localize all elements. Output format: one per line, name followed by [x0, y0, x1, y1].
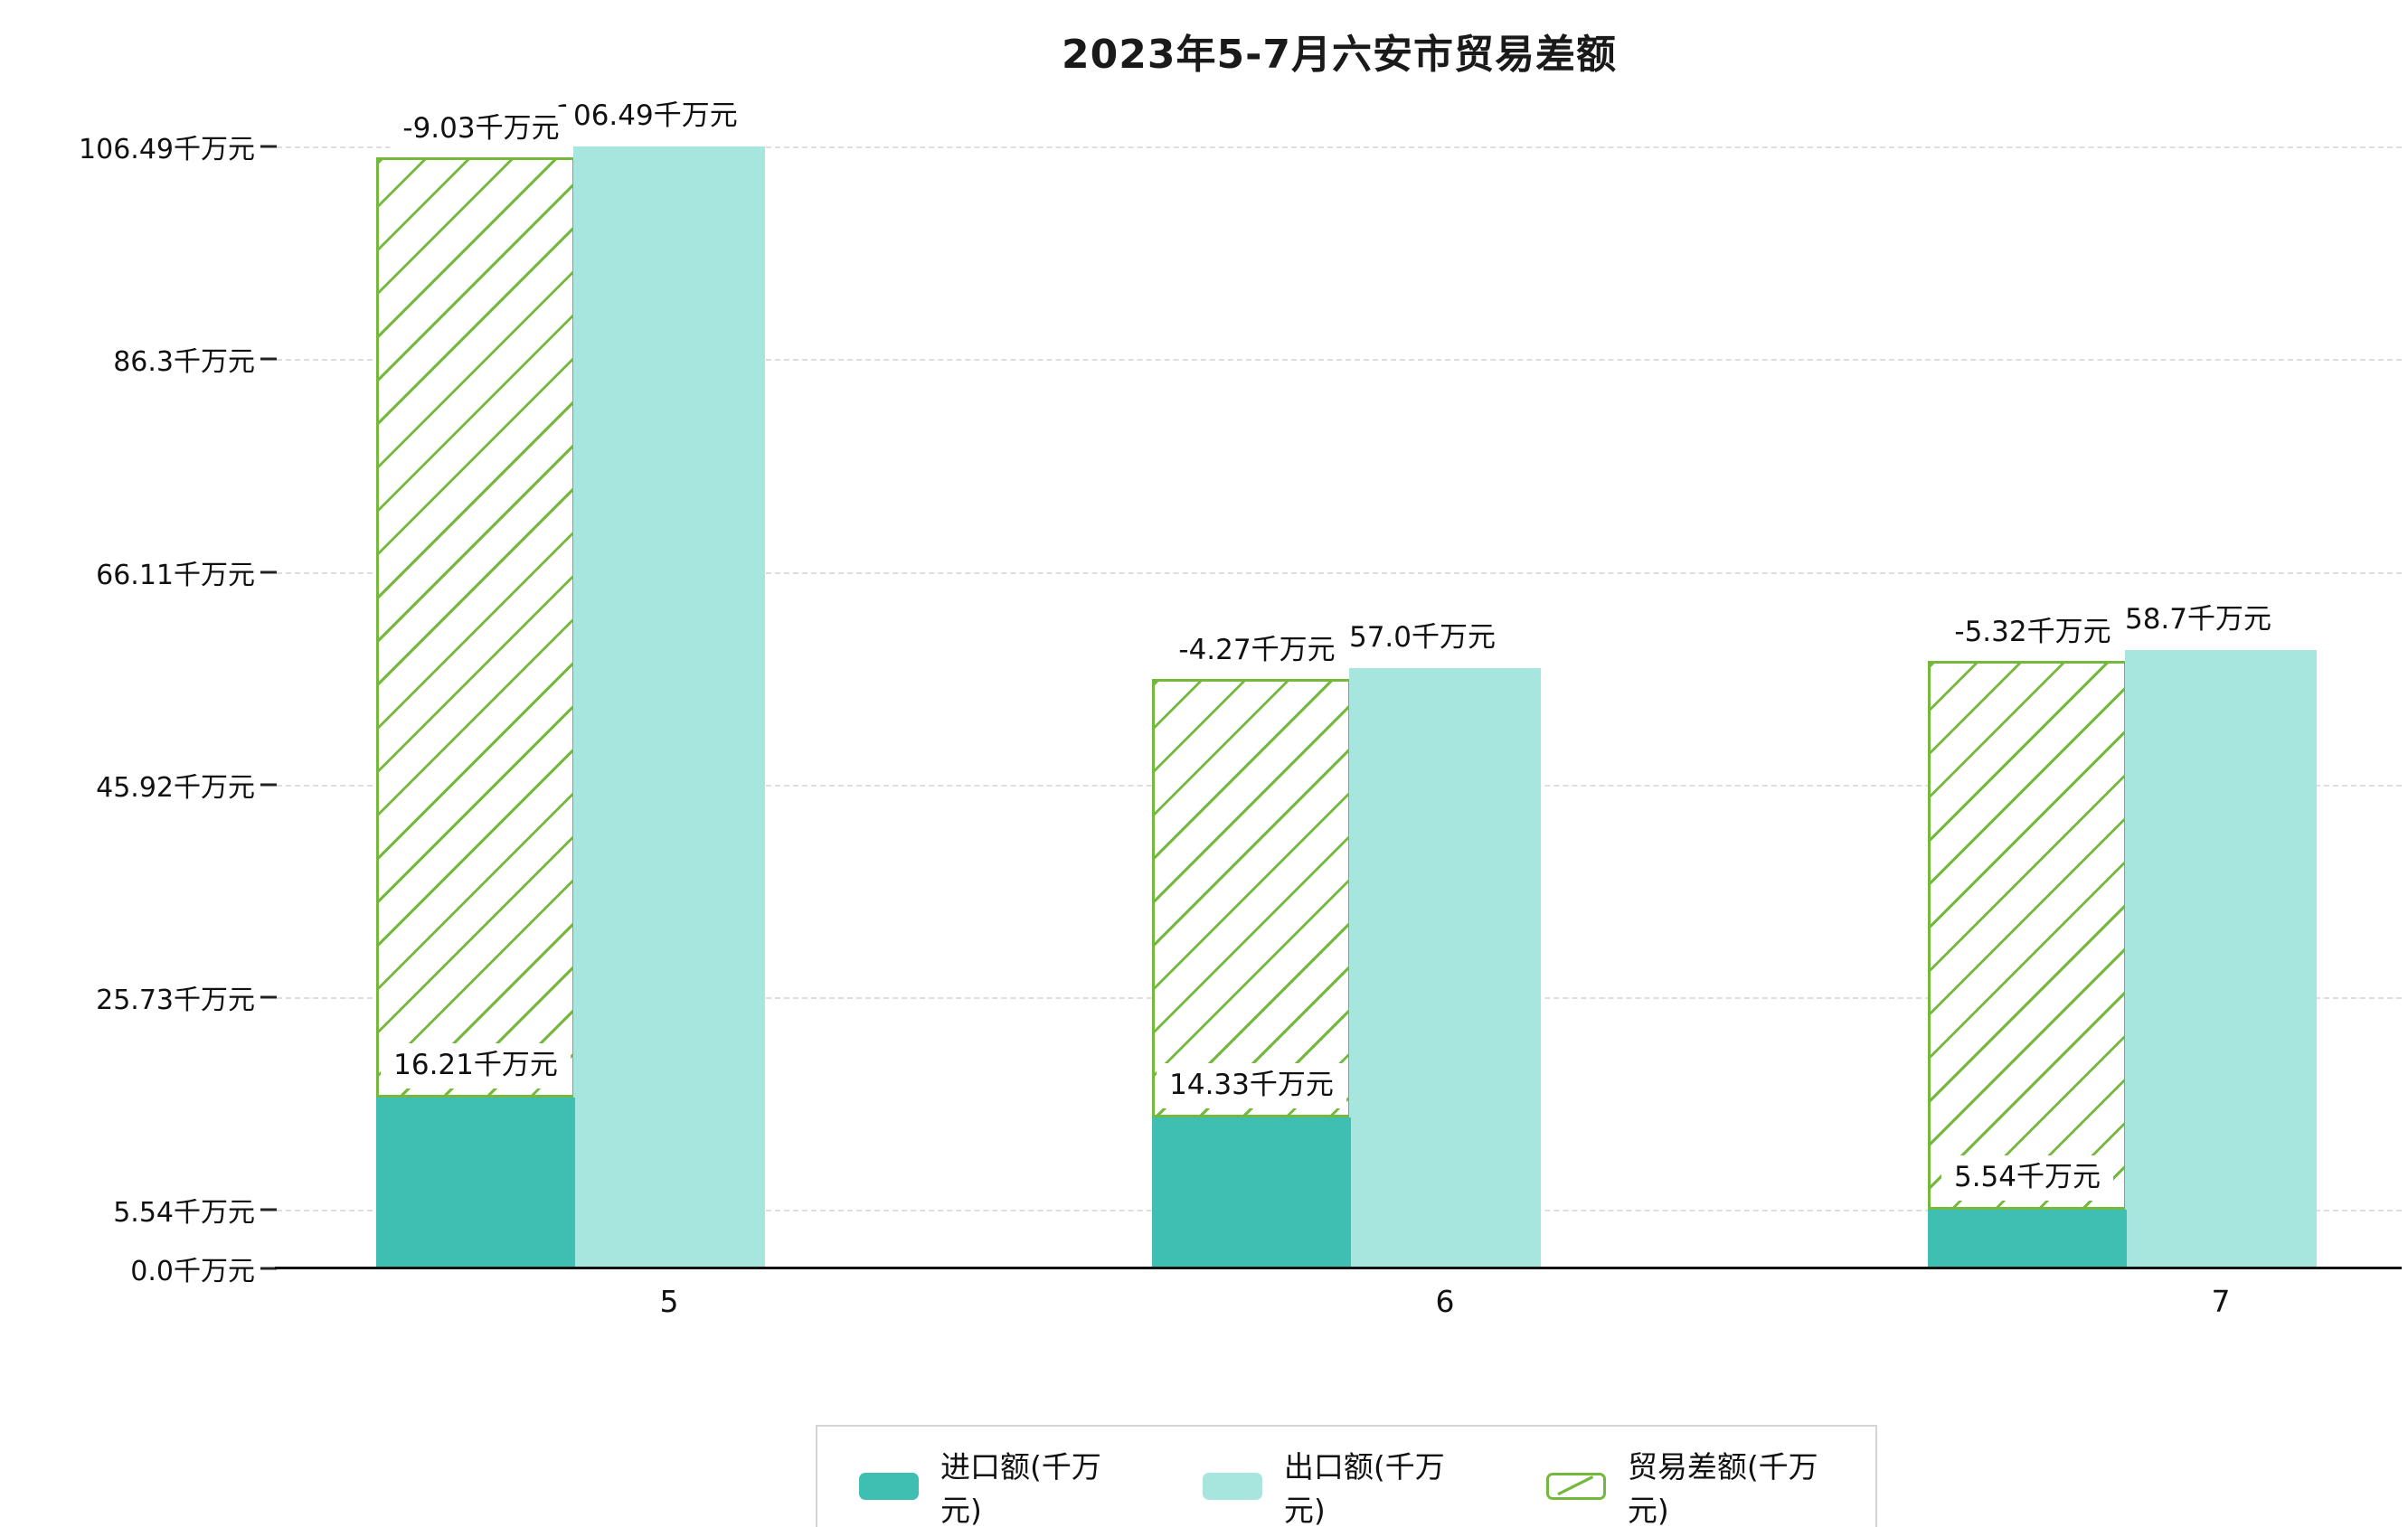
y-axis-tick	[260, 995, 277, 999]
legend-label-export: 出口额(千万元)	[1283, 1449, 1445, 1527]
legend-item-balance: 贸易差额(千万元)	[1545, 1443, 1834, 1527]
y-axis-tick-label: 45.92千万元	[96, 771, 255, 804]
gridline	[277, 571, 2402, 574]
balance-value-label: -4.27千万元	[1166, 627, 1348, 674]
export-value-label: 106.49千万元	[543, 94, 751, 139]
balance-value-label: -9.03千万元	[390, 107, 572, 152]
y-axis-tick	[260, 145, 277, 148]
x-axis-line	[275, 1267, 2402, 1269]
y-axis-tick	[260, 1267, 277, 1270]
y-axis-tick	[260, 1208, 277, 1211]
balance-series-hatch-swatch-icon	[1545, 1473, 1606, 1500]
export-value-label: 57.0千万元	[1336, 615, 1509, 661]
import-value-label: 14.33千万元	[1157, 1063, 1346, 1108]
legend-item-export: 出口额(千万元)	[1202, 1443, 1463, 1527]
legend-label-balance: 贸易差额(千万元)	[1627, 1449, 1818, 1527]
y-axis-tick	[260, 783, 277, 787]
x-axis-category-label: 7	[2211, 1284, 2231, 1319]
x-axis-category-label: 6	[1435, 1284, 1455, 1319]
y-axis-tick-label: 0.0千万元	[130, 1256, 255, 1287]
chart-title: 2023年5-7月六安市贸易差额	[1062, 32, 1617, 78]
y-axis-tick	[260, 570, 277, 574]
import-bar	[376, 1098, 575, 1268]
y-axis-tick-label: 25.73千万元	[96, 985, 255, 1017]
trade-balance-bar	[1928, 660, 2127, 1211]
legend-label-import: 进口额(千万元)	[940, 1449, 1101, 1527]
y-axis-tick-label: 5.54千万元	[113, 1197, 255, 1230]
export-bar	[1349, 667, 1541, 1268]
y-axis-tick-label: 106.49千万元	[79, 134, 255, 165]
balance-value-label: -5.32千万元	[1941, 609, 2124, 655]
export-value-label: 58.7千万元	[2111, 597, 2285, 643]
export-series-swatch-icon	[1202, 1473, 1262, 1500]
y-axis-tick	[260, 357, 277, 361]
import-value-label: 5.54千万元	[1941, 1155, 2114, 1202]
gridline	[277, 146, 2402, 148]
legend-item-import: 进口额(千万元)	[859, 1443, 1119, 1527]
y-axis-tick-label: 86.3千万元	[113, 346, 255, 379]
import-series-swatch-icon	[859, 1473, 919, 1500]
trade-balance-bar	[376, 157, 575, 1098]
export-bar	[2125, 649, 2317, 1268]
gridline	[277, 359, 2402, 362]
import-bar	[1928, 1210, 2127, 1268]
legend: 进口额(千万元) 出口额(千万元) 贸易差额(千万元)	[816, 1425, 1877, 1527]
y-axis-tick-label: 66.11千万元	[96, 559, 255, 591]
trade-balance-bar	[1152, 678, 1351, 1117]
import-bar	[1152, 1117, 1351, 1268]
import-value-label: 16.21千万元	[381, 1043, 571, 1089]
x-axis-category-label: 5	[659, 1284, 679, 1319]
export-bar	[573, 146, 765, 1268]
